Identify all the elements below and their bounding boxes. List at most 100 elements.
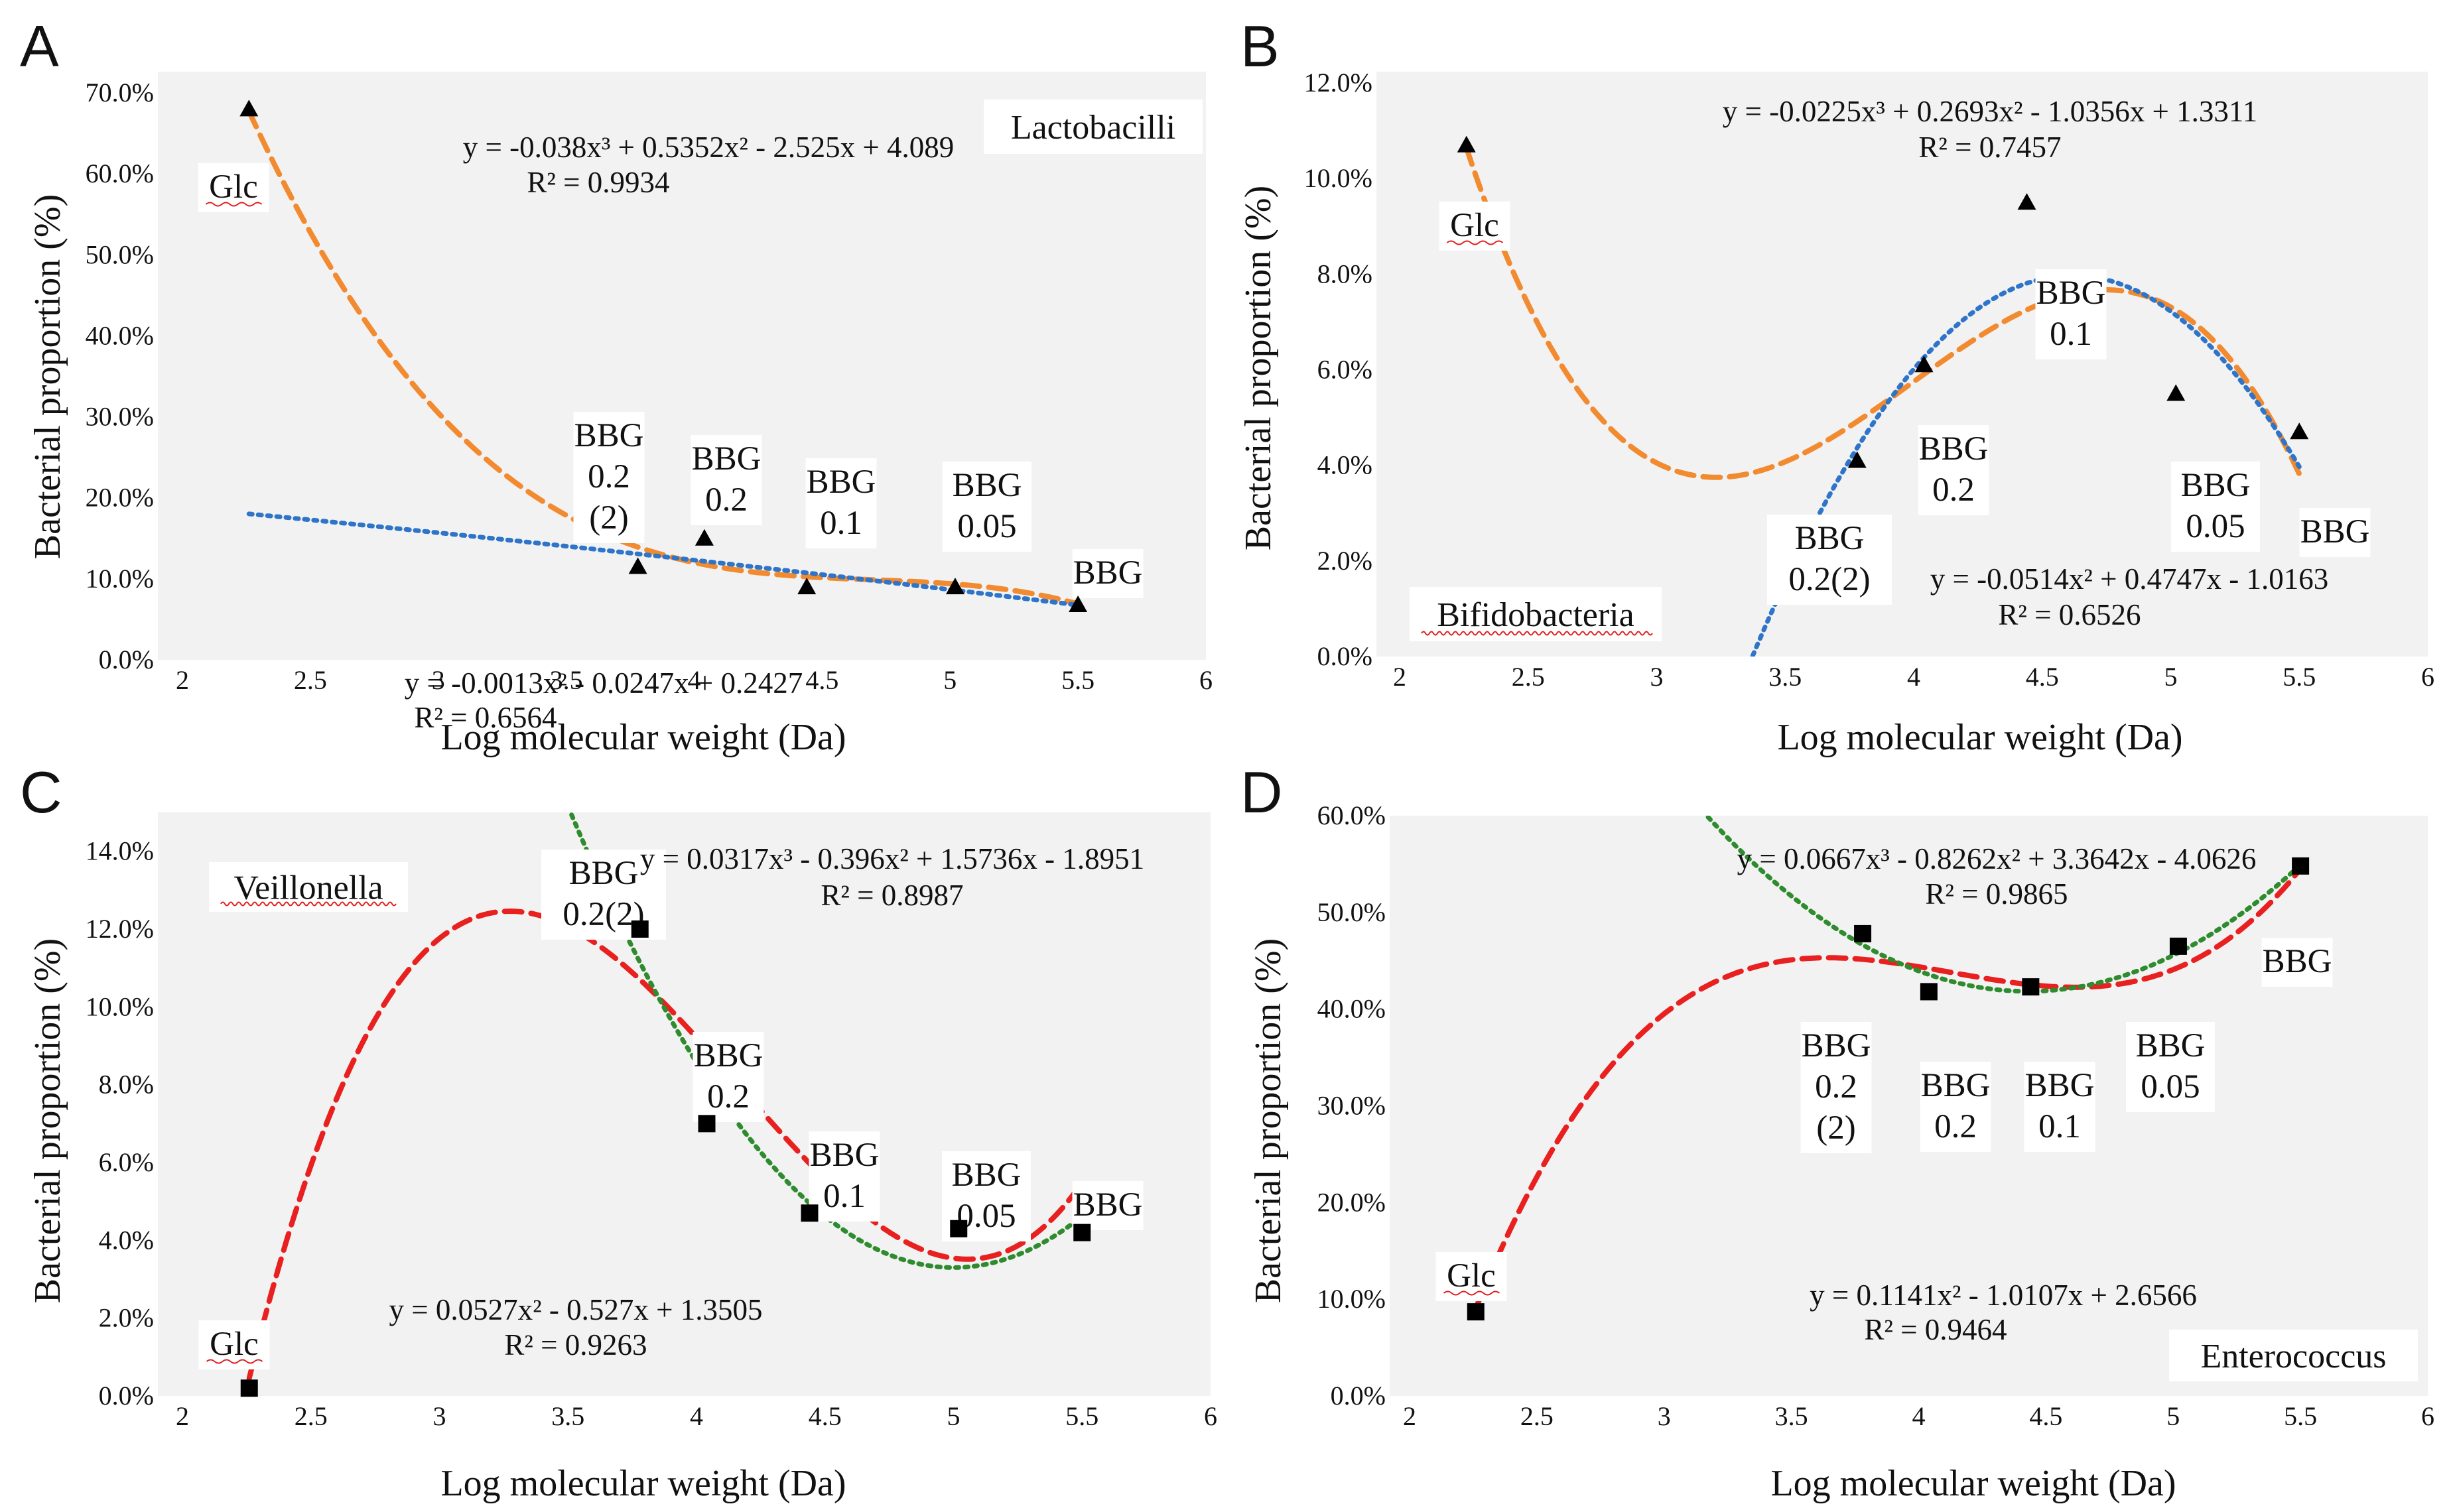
- x-tick-label: 5.5: [2283, 662, 2316, 692]
- spellcheck-underline: [1421, 631, 1653, 636]
- data-point: [631, 920, 649, 938]
- point-label-box: [2261, 938, 2333, 987]
- data-point: [797, 578, 817, 595]
- point-label: BBG: [1073, 1186, 1143, 1224]
- data-point: [1069, 595, 1088, 612]
- data-point: [1457, 135, 1476, 153]
- x-tick-label: 5: [2166, 1401, 2180, 1431]
- y-tick-label: 14.0%: [86, 836, 154, 866]
- point-label-box: [573, 412, 645, 543]
- panel-letter: A: [20, 13, 59, 79]
- x-tick-label: 5: [943, 665, 957, 695]
- point-label: BBG: [2136, 1027, 2206, 1064]
- data-point: [1073, 1224, 1091, 1241]
- y-tick-label: 8.0%: [99, 1070, 154, 1100]
- x-axis-title: Log molecular weight (Da): [1770, 1463, 2176, 1504]
- point-label: 0.05: [2186, 508, 2245, 545]
- x-tick-label: 2: [176, 1401, 189, 1431]
- point-label-box: [1435, 1252, 1507, 1301]
- y-tick-label: 10.0%: [86, 564, 154, 594]
- trendline-r2: R² = 0.9464: [1864, 1313, 2007, 1346]
- point-label-box: [2035, 269, 2107, 359]
- trendline-equation: y = 0.0667x³ - 0.8262x² + 3.3642x - 4.06…: [1737, 842, 2257, 875]
- x-tick-label: 4.5: [2029, 1401, 2062, 1431]
- x-tick-label: 4.5: [809, 1401, 842, 1431]
- x-tick-label: 4: [1912, 1401, 1926, 1431]
- y-tick-label: 60.0%: [86, 158, 154, 188]
- trendline-equation: y = 0.0317x³ - 0.396x² + 1.5736x - 1.895…: [640, 842, 1144, 875]
- y-tick-label: 0.0%: [1317, 641, 1372, 671]
- species-label: Bifidobacteria: [1437, 596, 1634, 634]
- x-axis-title: Log molecular weight (Da): [440, 717, 846, 758]
- point-label-box: [943, 462, 1031, 552]
- data-point: [239, 99, 259, 117]
- x-tick-label: 4: [1907, 662, 1920, 692]
- x-tick-label: 3.5: [550, 665, 583, 695]
- point-label: Glc: [1447, 1257, 1496, 1294]
- point-label: 0.1: [2038, 1108, 2081, 1145]
- data-point: [240, 1379, 258, 1397]
- point-label-box: [693, 1032, 764, 1122]
- point-label-box: [809, 1131, 880, 1222]
- point-label: BBG: [952, 1157, 1022, 1194]
- panel-b: B Log molecular weight (Da) Bacterial prop…: [1238, 13, 2434, 758]
- y-tick-label: 10.0%: [1304, 163, 1372, 193]
- y-tick-label: 30.0%: [86, 402, 154, 432]
- point-label-box: [2299, 508, 2371, 557]
- trendline-r2: R² = 0.9934: [527, 166, 669, 199]
- y-tick-label: 50.0%: [86, 239, 154, 269]
- trendline-cubic: [1473, 866, 2304, 1311]
- panel-letter: D: [1240, 759, 1283, 825]
- trendline-equation: y = -0.0514x² + 0.4747x - 1.0163: [1930, 562, 2328, 596]
- x-tick-label: 5: [947, 1401, 961, 1431]
- point-label-box: [1072, 1181, 1144, 1230]
- x-tick-label: 3: [432, 665, 445, 695]
- x-tick-label: 4.5: [805, 665, 838, 695]
- x-axis-title: Log molecular weight (Da): [440, 1463, 846, 1504]
- data-point: [2292, 857, 2310, 875]
- panel-c: C Log molecular weight (Da) Bacterial prop…: [20, 759, 1217, 1504]
- trendline-r2: R² = 0.9263: [504, 1328, 647, 1361]
- point-label-box: [2171, 462, 2260, 552]
- point-label: BBG: [694, 1037, 763, 1074]
- panel-letter: C: [20, 759, 62, 825]
- point-label: 0.1: [2050, 316, 2092, 353]
- y-tick-label: 50.0%: [1317, 897, 1386, 927]
- x-tick-label: 2: [1403, 1401, 1416, 1431]
- point-label: Glc: [1450, 207, 1499, 244]
- plot-area: [1390, 816, 2428, 1396]
- panel-letter: B: [1240, 13, 1280, 79]
- x-tick-label: 3: [1658, 1401, 1671, 1431]
- y-tick-label: 40.0%: [86, 320, 154, 350]
- spellcheck-underline: [205, 202, 263, 207]
- point-label: BBG: [2025, 1067, 2095, 1104]
- y-tick-label: 0.0%: [1331, 1381, 1386, 1411]
- point-label: 0.2(2): [563, 896, 644, 933]
- trendline-quadratic: [246, 511, 1081, 607]
- data-point: [1847, 451, 1867, 468]
- point-label-box: [1920, 1062, 1991, 1152]
- x-tick-label: 2.5: [295, 1401, 328, 1431]
- point-label: BBG: [1802, 1027, 1871, 1064]
- point-label: BBG: [569, 855, 639, 892]
- x-tick-label: 3.5: [551, 1401, 584, 1431]
- x-tick-label: 2.5: [1520, 1401, 1554, 1431]
- data-point: [2169, 937, 2187, 955]
- x-tick-label: 6: [1199, 665, 1213, 695]
- x-tick-label: 4.5: [2026, 662, 2059, 692]
- trendline-r2: R² = 0.8987: [821, 879, 963, 912]
- x-tick-label: 2.5: [1512, 662, 1545, 692]
- trendline-cubic: [246, 908, 1085, 1381]
- y-tick-label: 20.0%: [1317, 1187, 1386, 1217]
- y-tick-label: 0.0%: [99, 1381, 154, 1411]
- x-tick-label: 2: [1393, 662, 1406, 692]
- spellcheck-underline: [206, 1359, 263, 1364]
- point-label: BBG: [692, 440, 762, 477]
- point-label: 0.1: [820, 505, 862, 542]
- species-label-box: [2169, 1330, 2418, 1381]
- data-point: [2290, 422, 2309, 440]
- data-point: [2017, 193, 2036, 210]
- spellcheck-underline: [220, 901, 397, 907]
- y-tick-label: 60.0%: [1317, 800, 1386, 830]
- data-point: [1920, 983, 1938, 1001]
